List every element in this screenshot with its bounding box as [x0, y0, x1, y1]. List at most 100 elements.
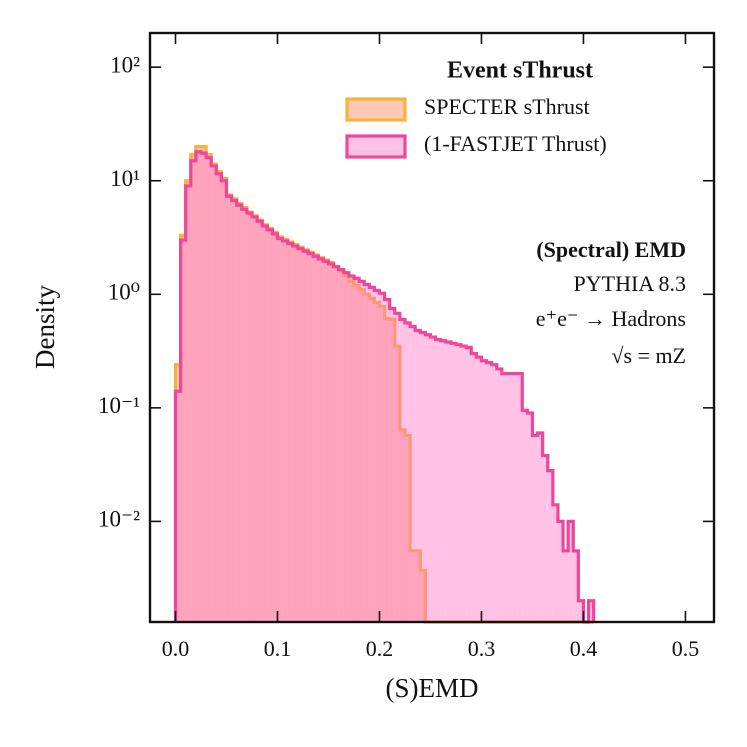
histogram-bar [348, 275, 354, 622]
histogram-bar [552, 504, 558, 622]
histogram-bar [216, 173, 222, 622]
histogram-bar [180, 240, 186, 622]
histogram-bar [445, 342, 451, 622]
histogram-bar [241, 209, 247, 622]
histogram-bar [420, 332, 426, 622]
histogram-bar [364, 284, 370, 622]
histogram-bar [195, 146, 201, 623]
legend-swatch [345, 97, 407, 122]
x-tick-label: 0.0 [162, 636, 190, 661]
histogram-bar [272, 232, 278, 622]
histogram-bar [547, 470, 553, 622]
x-tick-label: 0.2 [366, 636, 394, 661]
histogram-bar [389, 308, 395, 622]
histogram-bar [353, 285, 360, 622]
histogram-bar [185, 185, 191, 622]
histogram-bar [328, 263, 334, 622]
histogram-bar [282, 239, 288, 623]
histogram-bar [175, 391, 181, 622]
histogram-bar [476, 357, 482, 622]
histogram-bar [430, 337, 436, 622]
histogram-bar [399, 319, 405, 622]
histogram-bar [588, 600, 594, 622]
histogram-bar [410, 550, 416, 622]
histogram-bar [226, 194, 232, 623]
plot-marks [173, 144, 596, 624]
histogram-series [173, 150, 596, 624]
annotation: √s = mZ [611, 343, 686, 368]
histogram-bar [231, 200, 237, 622]
histogram-bar [394, 346, 400, 622]
histogram-bar [277, 236, 283, 622]
histogram-bar [501, 373, 507, 622]
histogram-bar [512, 373, 518, 622]
legend-label: SPECTER sThrust [424, 94, 590, 119]
histogram-bar [180, 235, 186, 622]
plot-frame [148, 31, 716, 624]
histogram-bar [313, 256, 319, 622]
histogram-bar [435, 339, 441, 622]
legend-label: (1-FASTJET Thrust) [424, 131, 607, 156]
histogram-bar [537, 433, 543, 622]
histogram-bar [323, 261, 329, 622]
histogram-bar [425, 334, 431, 622]
histogram-bar [466, 347, 472, 622]
annotation: (Spectral) EMD [536, 237, 686, 262]
y-axis-label: Density [30, 285, 60, 369]
y-tick-label: 10² [110, 52, 140, 77]
histogram-bar [287, 243, 293, 623]
histogram-bar [297, 248, 303, 622]
histogram-bar [384, 318, 390, 622]
histogram-bar [333, 266, 339, 622]
histogram-bar [359, 281, 365, 622]
histogram-bar [338, 269, 344, 622]
axes: 0.0 0.1 0.2 0.3 0.4 0.5 10⁻² 10⁻¹ 10⁰ 10¹ 10² [98, 31, 716, 661]
histogram-bar [251, 216, 258, 622]
histogram-bar [359, 289, 365, 622]
histogram-bar [175, 364, 181, 622]
histogram-bar [231, 199, 237, 623]
histogram-bar [496, 368, 502, 622]
x-tick-label: 0.4 [570, 636, 598, 661]
histogram-bar [262, 224, 268, 623]
histogram-bar [568, 521, 574, 622]
histogram-bar [328, 262, 334, 622]
histogram-bar [236, 203, 242, 622]
annotation: e⁺e⁻ → Hadrons [536, 306, 686, 331]
histogram-bar [272, 233, 278, 622]
histogram-bar [257, 220, 263, 622]
histogram-bar [190, 160, 196, 622]
annotation: PYTHIA 8.3 [574, 271, 686, 296]
histogram-bar [404, 435, 411, 622]
histogram-bar [338, 271, 344, 622]
histogram-bar [318, 258, 324, 622]
histogram-bar [353, 278, 360, 622]
histogram-bar [369, 298, 375, 622]
histogram-bar [246, 212, 252, 622]
histogram-bar [527, 413, 533, 622]
histogram-bar [241, 207, 247, 623]
histogram-bar [236, 205, 242, 622]
histogram-bar [481, 360, 487, 622]
histogram-bar [374, 290, 380, 622]
histogram-bar [563, 550, 569, 622]
histogram-bar [578, 600, 584, 622]
y-tick-label: 10⁻¹ [98, 393, 140, 418]
histogram-bar [486, 362, 492, 622]
histogram-bar [410, 326, 416, 622]
histogram-bar [394, 313, 400, 622]
histogram-bar [200, 146, 207, 623]
legend-title: Event sThrust [447, 58, 593, 84]
histogram-bar [557, 521, 564, 622]
x-tick-label: 0.3 [468, 636, 496, 661]
histogram-bar [389, 319, 395, 622]
histogram-bar [379, 306, 385, 622]
y-tick-label: 10⁰ [108, 280, 140, 305]
histogram-bar [267, 229, 273, 622]
histogram-bar [211, 164, 217, 623]
histogram-bar [292, 246, 298, 622]
y-tick-label: 10⁻² [98, 507, 140, 532]
histogram-bar [221, 180, 227, 623]
